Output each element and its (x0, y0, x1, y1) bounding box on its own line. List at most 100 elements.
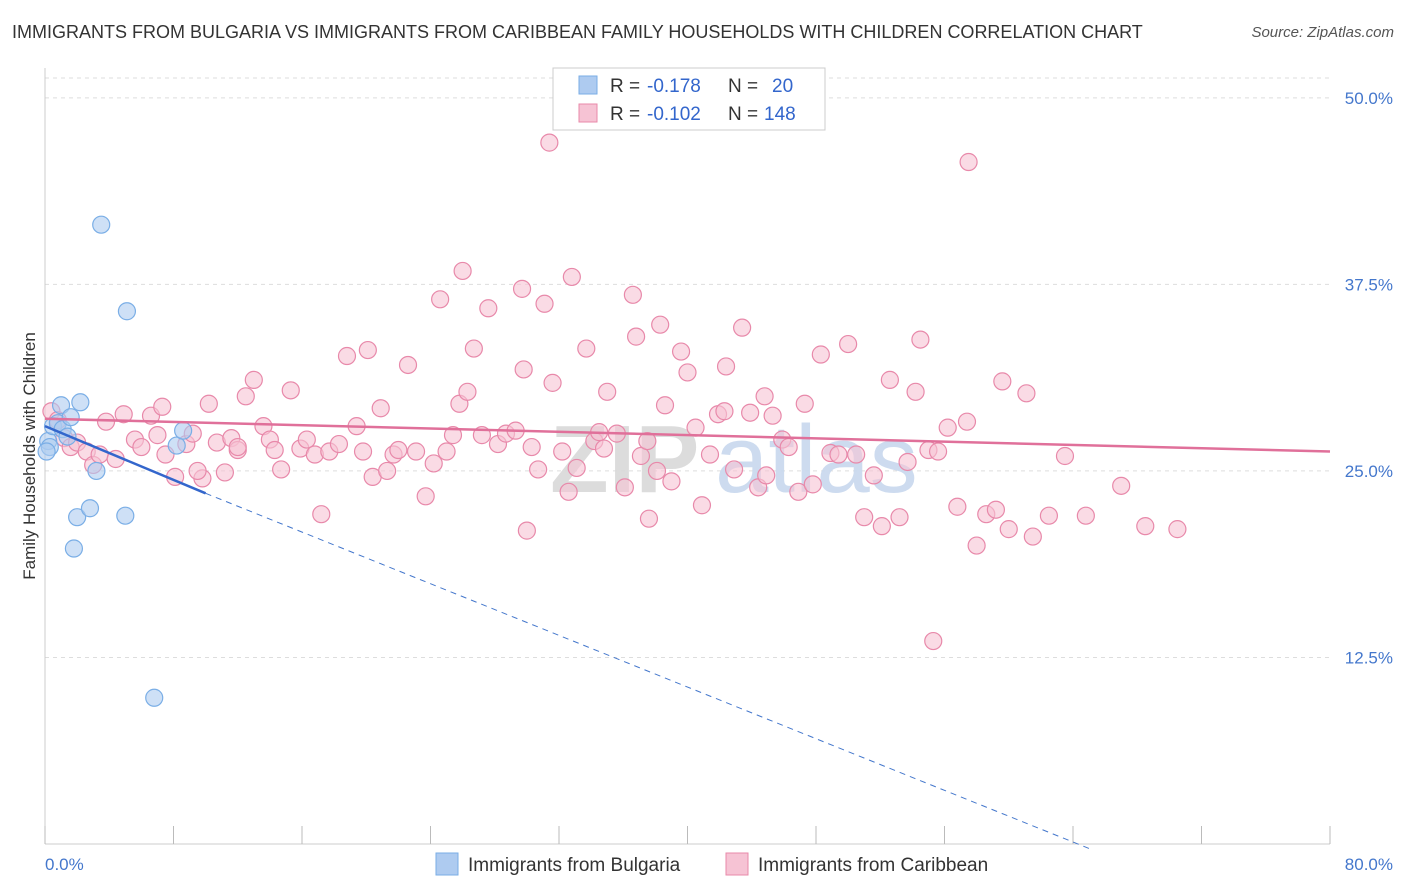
point-caribbean-128 (924, 631, 943, 651)
point-caribbean-121 (1023, 527, 1042, 546)
point-bulgaria-11 (87, 461, 106, 481)
stats-n-label-bulgaria: N = (728, 76, 758, 97)
point-bulgaria-4 (51, 396, 71, 415)
trend-bulgaria (44, 425, 207, 495)
point-caribbean-103 (839, 334, 858, 354)
point-bulgaria-14 (92, 215, 111, 234)
point-caribbean-75 (615, 478, 634, 497)
x-tick-label-min: 0.0% (45, 855, 84, 874)
point-caribbean-108 (880, 370, 899, 389)
point-caribbean-69 (567, 458, 586, 478)
point-caribbean-104 (847, 445, 866, 464)
point-caribbean-114 (938, 418, 957, 437)
x-tick-marks (44, 826, 1331, 844)
point-bulgaria-9 (68, 508, 87, 527)
point-caribbean-122 (1039, 506, 1059, 525)
stats-swatch-bulgaria (578, 75, 598, 95)
point-caribbean-105 (855, 508, 874, 527)
legend-label-caribbean: Immigrants from Caribbean (758, 855, 988, 876)
point-caribbean-139 (626, 327, 646, 346)
point-caribbean-80 (655, 396, 675, 415)
point-caribbean-55 (458, 382, 477, 401)
point-caribbean-44 (378, 461, 397, 481)
point-caribbean-50 (424, 454, 443, 473)
series-legend: Immigrants from Bulgaria Immigrants from… (435, 852, 988, 876)
y-tick-label-2: 37.5% (1345, 275, 1393, 294)
stats-n-label-caribbean: N = (728, 104, 758, 125)
point-caribbean-86 (700, 445, 720, 464)
point-caribbean-131 (228, 437, 247, 457)
point-bulgaria-17 (174, 421, 193, 440)
point-caribbean-146 (358, 340, 377, 360)
point-caribbean-62 (514, 360, 533, 379)
point-caribbean-98 (795, 394, 814, 413)
point-caribbean-51 (431, 290, 450, 309)
point-caribbean-52 (437, 442, 456, 461)
point-caribbean-27 (244, 370, 263, 389)
stats-swatch-caribbean (578, 103, 598, 123)
point-caribbean-132 (188, 461, 207, 481)
stats-r-value-bulgaria: -0.178 (647, 76, 701, 97)
point-caribbean-72 (594, 439, 614, 458)
point-caribbean-43 (371, 399, 390, 418)
x-tick-label-max: 80.0% (1345, 855, 1393, 874)
series-caribbean-points (42, 133, 1187, 651)
point-caribbean-68 (559, 482, 578, 501)
point-caribbean-141 (993, 372, 1012, 391)
point-caribbean-66 (543, 373, 562, 392)
point-caribbean-125 (1112, 476, 1131, 495)
point-caribbean-135 (715, 402, 734, 421)
point-caribbean-102 (829, 445, 848, 464)
point-caribbean-78 (639, 509, 659, 528)
point-caribbean-137 (517, 521, 536, 540)
point-caribbean-106 (864, 466, 883, 485)
point-caribbean-144 (638, 431, 657, 451)
point-caribbean-97 (789, 482, 808, 501)
stats-n-value-bulgaria: 20 (772, 76, 793, 97)
point-caribbean-85 (692, 496, 712, 515)
chart-source: Source: ZipAtlas.com (1251, 24, 1394, 41)
y-tick-labels: 12.5% 25.0% 37.5% 50.0% (1345, 89, 1393, 668)
point-caribbean-41 (353, 442, 373, 461)
point-caribbean-49 (416, 487, 435, 506)
point-caribbean-143 (512, 279, 532, 298)
point-caribbean-113 (928, 442, 948, 461)
trend-lines (44, 417, 1331, 849)
point-caribbean-53 (443, 426, 463, 445)
point-caribbean-47 (398, 355, 418, 375)
y-tick-label-0: 12.5% (1345, 648, 1393, 667)
point-caribbean-140 (651, 315, 670, 334)
point-caribbean-32 (281, 381, 300, 400)
watermark-atlas: atlas (715, 406, 918, 513)
point-caribbean-39 (337, 346, 357, 366)
watermark: ZIP atlas (550, 406, 918, 513)
stats-r-label-bulgaria: R = (610, 76, 640, 97)
point-caribbean-10 (114, 405, 133, 424)
y-tick-label-3: 50.0% (1345, 89, 1393, 108)
point-caribbean-126 (1136, 517, 1155, 536)
legend-swatch-caribbean (725, 852, 749, 876)
stats-r-label-caribbean: R = (610, 104, 640, 125)
point-caribbean-89 (724, 460, 744, 479)
point-caribbean-119 (986, 500, 1006, 519)
point-caribbean-124 (1076, 506, 1095, 525)
point-caribbean-93 (757, 466, 776, 485)
point-caribbean-91 (741, 403, 760, 422)
point-caribbean-16 (153, 397, 172, 416)
point-bulgaria-10 (80, 499, 100, 518)
point-caribbean-88 (716, 357, 736, 376)
point-caribbean-48 (406, 442, 426, 461)
point-caribbean-130 (959, 152, 978, 172)
point-caribbean-127 (1168, 520, 1187, 539)
point-caribbean-99 (803, 475, 822, 494)
point-caribbean-21 (199, 394, 218, 413)
point-caribbean-134 (911, 330, 930, 349)
point-caribbean-111 (906, 382, 925, 401)
point-caribbean-65 (535, 294, 554, 313)
point-caribbean-14 (148, 426, 167, 445)
point-caribbean-90 (733, 318, 752, 337)
point-caribbean-56 (464, 339, 483, 358)
point-caribbean-110 (898, 452, 917, 472)
point-caribbean-76 (623, 285, 642, 304)
